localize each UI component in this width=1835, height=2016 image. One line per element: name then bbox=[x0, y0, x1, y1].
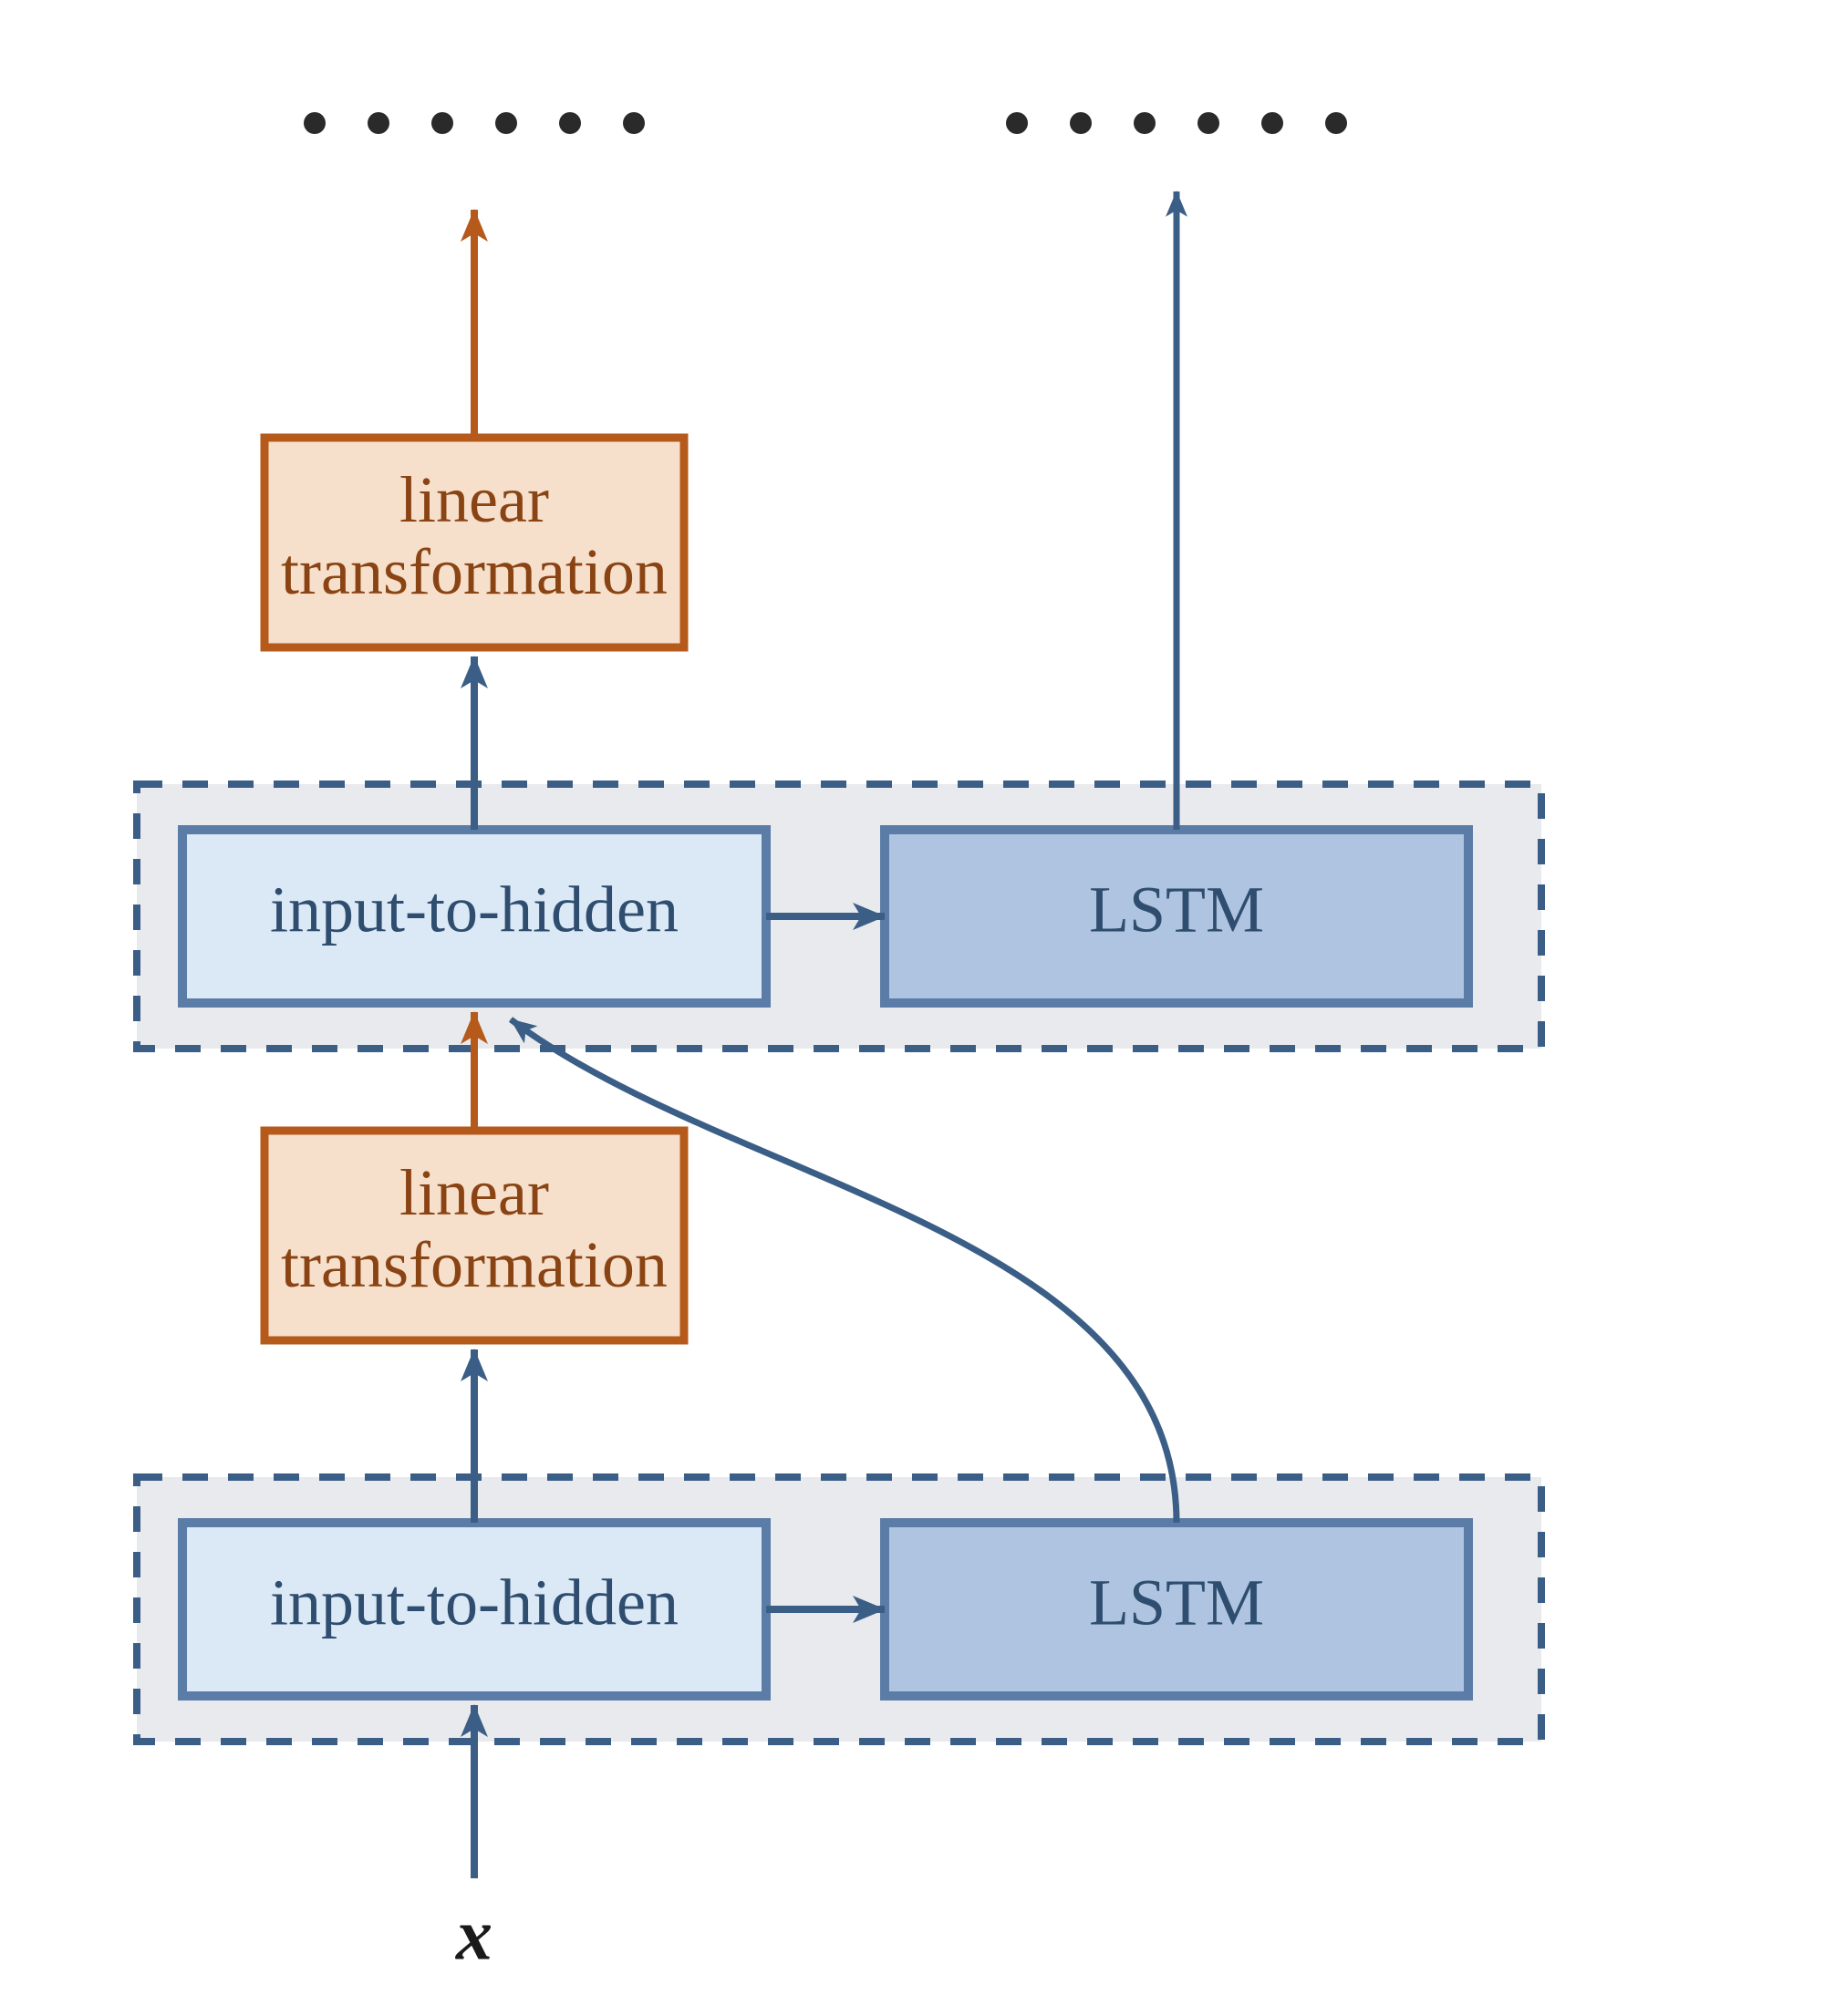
ellipsis-dot bbox=[304, 112, 326, 134]
linear-label-line2: transformation bbox=[281, 1228, 668, 1301]
lstm-label: LSTM bbox=[1089, 1566, 1264, 1639]
ellipsis-dot bbox=[1006, 112, 1028, 134]
ellipsis-dot bbox=[1197, 112, 1219, 134]
ellipsis-dot bbox=[623, 112, 645, 134]
ellipsis-dot bbox=[431, 112, 453, 134]
input-x-label: x bbox=[455, 1895, 492, 1975]
input-to-hidden-label: input-to-hidden bbox=[270, 1566, 679, 1639]
ellipsis-dot bbox=[1134, 112, 1156, 134]
linear-label-line2: transformation bbox=[281, 535, 668, 608]
ellipsis-dot bbox=[368, 112, 389, 134]
linear-label-line1: linear bbox=[399, 463, 549, 536]
input-to-hidden-label: input-to-hidden bbox=[270, 874, 679, 946]
ellipsis-dot bbox=[1070, 112, 1092, 134]
ellipsis-dot bbox=[1261, 112, 1283, 134]
ellipsis-dot bbox=[495, 112, 517, 134]
lstm-label: LSTM bbox=[1089, 874, 1264, 946]
linear-label-line1: linear bbox=[399, 1156, 549, 1229]
ellipsis-dot bbox=[559, 112, 581, 134]
ellipsis-dot bbox=[1325, 112, 1347, 134]
